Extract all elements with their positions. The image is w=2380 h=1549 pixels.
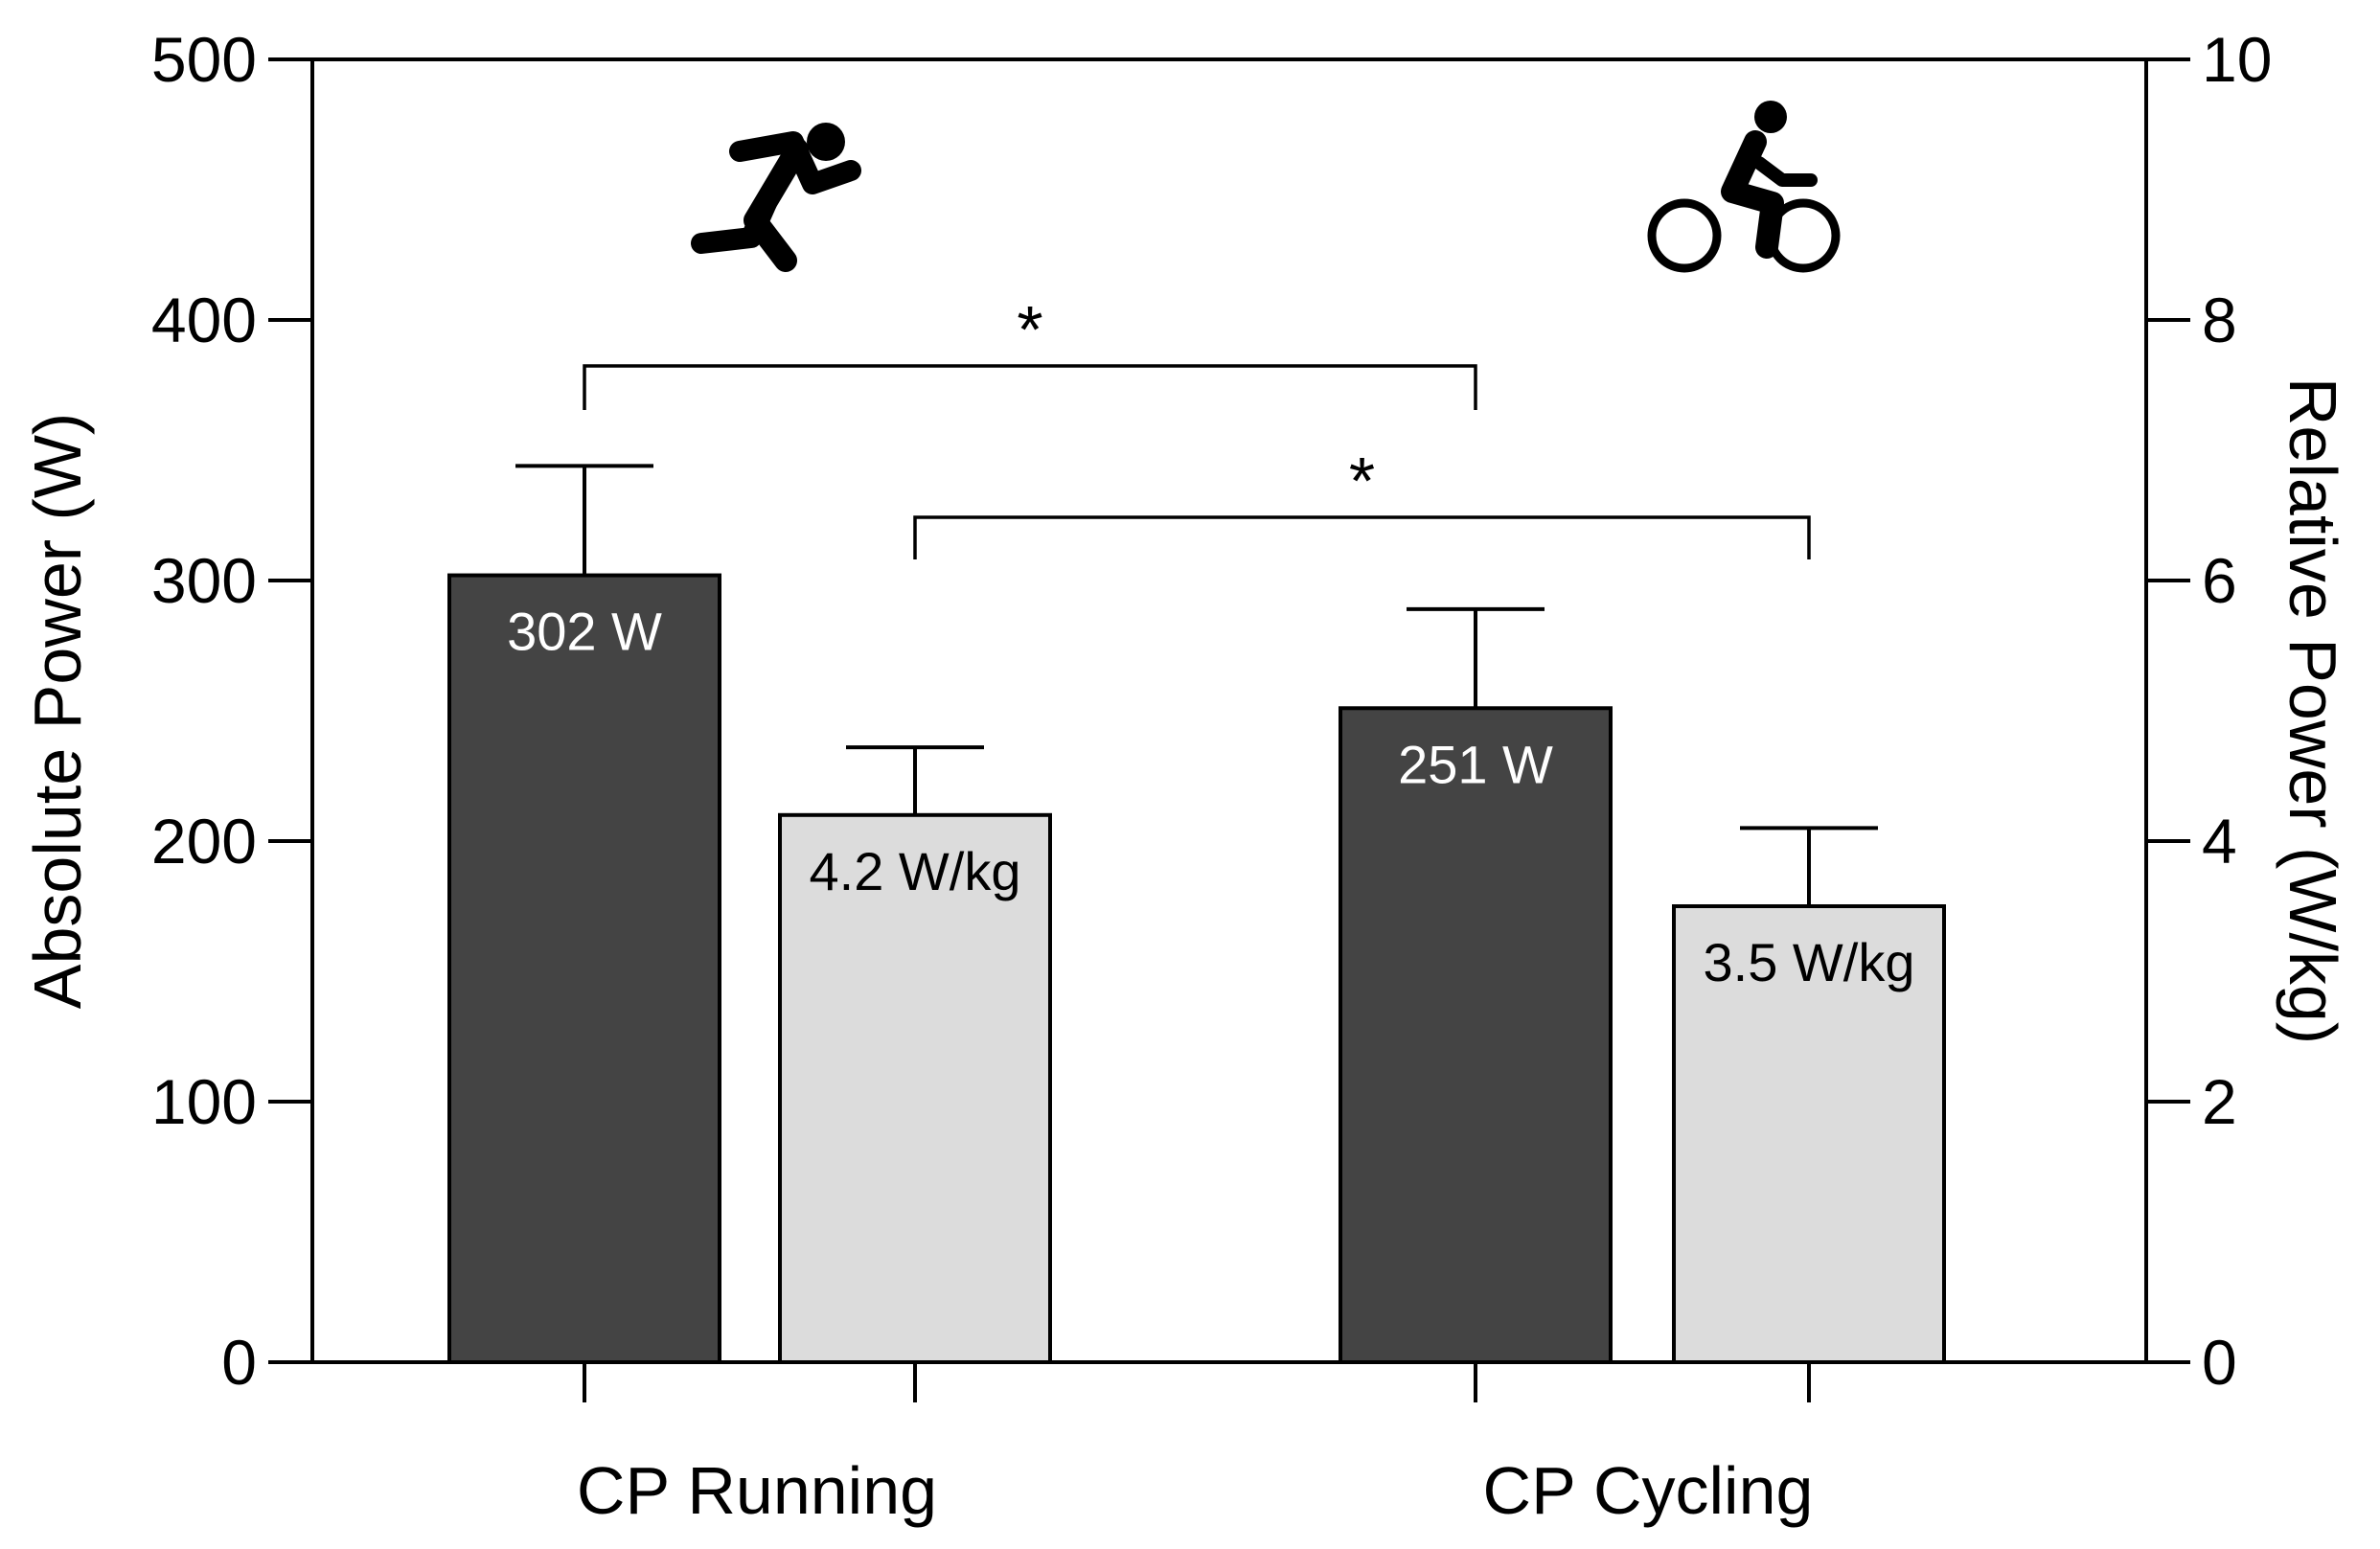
left-axis-title: Absolute Power (W) [20, 413, 95, 1009]
left-tick-label: 300 [151, 545, 257, 616]
right-axis-ticks: 0 2 4 6 8 10 [2146, 24, 2272, 1398]
cycling-icon [1647, 101, 1841, 273]
significance-bracket [913, 515, 1811, 559]
right-tick-label: 4 [2202, 806, 2237, 877]
running-icon [691, 123, 861, 272]
significance-star: * [1349, 444, 1375, 518]
bar [1339, 706, 1613, 1364]
bar-data-label: 251 W [1398, 734, 1553, 794]
bar-data-label: 302 W [507, 602, 662, 662]
category-label: CP Cycling [1483, 1453, 1814, 1528]
left-tick-label: 400 [151, 285, 257, 355]
left-tick-label: 0 [221, 1327, 257, 1398]
left-tick-label: 200 [151, 806, 257, 877]
right-tick-label: 6 [2202, 545, 2237, 616]
bar-data-label: 4.2 W/kg [810, 841, 1021, 901]
right-tick-label: 2 [2202, 1066, 2237, 1137]
bars: 302 W 4.2 W/kg 251 W 3.5 W/kg [447, 573, 1946, 1364]
bar [447, 573, 721, 1364]
significance-brackets: ** [583, 292, 1811, 559]
significance-bracket [583, 364, 1477, 410]
left-tick-label: 100 [151, 1066, 257, 1137]
bar-data-label: 3.5 W/kg [1704, 932, 1915, 992]
right-tick-label: 0 [2202, 1327, 2237, 1398]
bar [778, 812, 1052, 1364]
right-tick-label: 8 [2202, 285, 2237, 355]
left-tick-label: 500 [151, 24, 257, 95]
left-axis-ticks: 0 100 200 300 400 500 [151, 24, 312, 1398]
error-bars [515, 464, 1878, 906]
category-label: CP Running [577, 1453, 937, 1528]
right-tick-label: 10 [2202, 24, 2272, 95]
x-axis-ticks: CP Running CP Cycling [577, 1362, 1814, 1528]
right-axis-title: Relative Power (W/kg) [2276, 377, 2350, 1044]
significance-star: * [1017, 292, 1042, 367]
